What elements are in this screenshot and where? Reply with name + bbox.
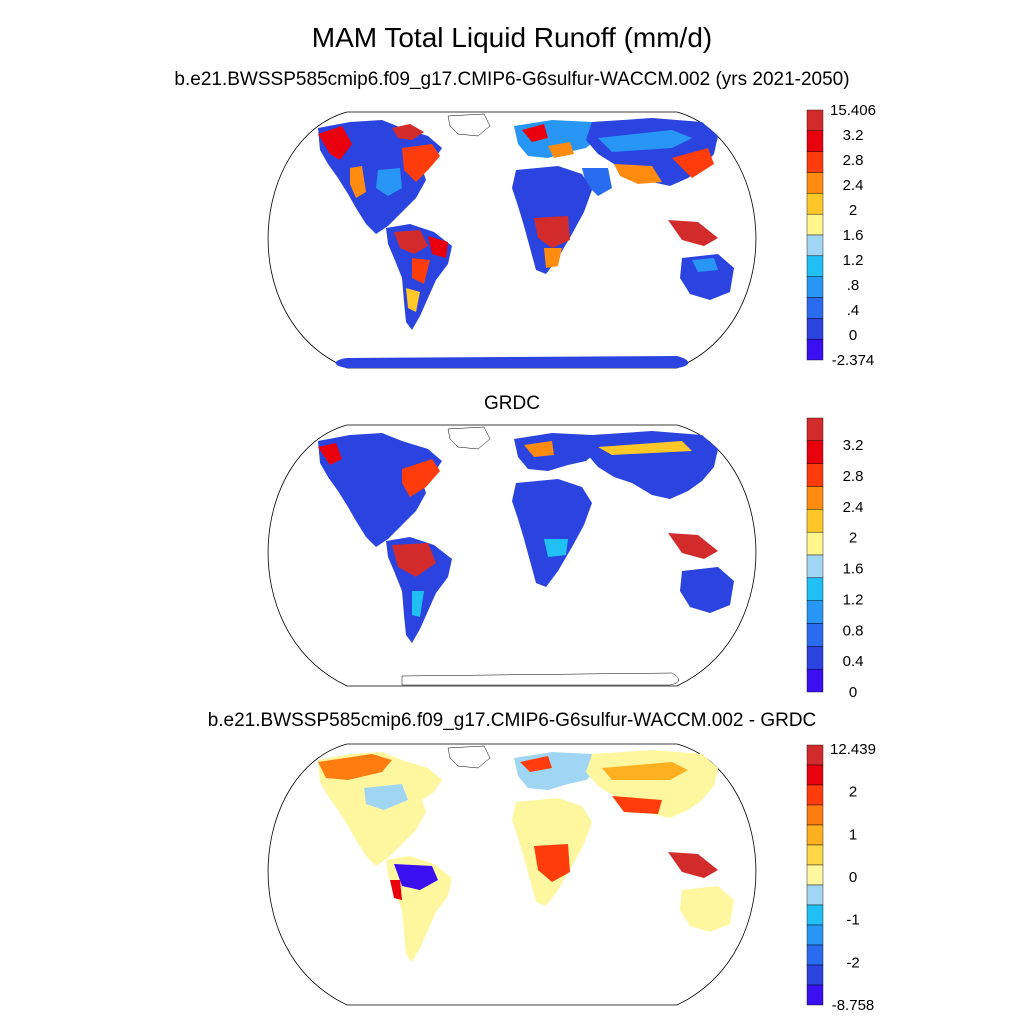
colorbar-2-label: 2	[849, 530, 857, 547]
colorbar-2-label: 3.2	[843, 437, 864, 454]
colorbar-2-swatch	[806, 668, 824, 693]
runoff-field	[318, 113, 734, 368]
colorbar-1-swatch	[806, 318, 824, 340]
panel-2-title: GRDC	[484, 393, 540, 414]
colorbar-2-swatch	[806, 486, 824, 510]
colorbar-1-label: .8	[847, 277, 860, 294]
panel-1-title: b.e21.BWSSP585cmip6.f09_g17.CMIP6-G6sulf…	[174, 69, 850, 90]
panel-3-title: b.e21.BWSSP585cmip6.f09_g17.CMIP6-G6sulf…	[207, 710, 817, 731]
colorbar-3-swatch	[806, 784, 824, 806]
colorbar-2-label: 0.8	[843, 622, 864, 639]
colorbar-2-swatch	[806, 554, 824, 579]
colorbar-3-swatch	[806, 884, 824, 906]
panel-2-map	[267, 424, 757, 687]
colorbar-3-swatch	[806, 744, 824, 766]
panel-1-map	[267, 111, 757, 369]
colorbar-3-label: 1	[849, 826, 857, 843]
colorbar-3-swatch	[806, 764, 824, 786]
colorbar-1-label: 15.406	[830, 102, 876, 119]
colorbar-2-swatch	[806, 600, 824, 624]
colorbar-1-label: -2.374	[832, 352, 875, 369]
colorbar-1-label: 0	[849, 327, 857, 344]
panel-3-map	[267, 743, 757, 1006]
colorbars: 15.406 3.2 2.8 2.4 2 1.6 1.2 .8 .4 0 -2.374 3.2 2.8 2…	[806, 102, 876, 1014]
colorbar-3-swatch	[806, 844, 824, 866]
colorbar-3-swatch	[806, 904, 824, 926]
colorbar-1-swatch	[806, 109, 824, 132]
colorbar-3-label: -2	[846, 954, 859, 971]
colorbar-2-label: 2.4	[843, 499, 864, 516]
colorbar-3-label: 0	[849, 869, 857, 886]
colorbar-1-swatch	[806, 213, 824, 236]
colorbar-1-swatch	[806, 193, 824, 215]
colorbar-2-swatch	[806, 417, 824, 442]
colorbar-1-swatch	[806, 255, 824, 277]
colorbar-1-swatch	[806, 297, 824, 319]
colorbar-1-label: 1.6	[843, 227, 864, 244]
colorbar-3-swatch	[806, 804, 824, 826]
colorbar-1-swatch	[806, 172, 824, 194]
colorbar-1-label: 3.2	[843, 127, 864, 144]
colorbar-1-label: 1.2	[843, 252, 864, 269]
colorbar-1-swatch	[806, 234, 824, 257]
colorbar-2-swatch	[806, 646, 824, 670]
colorbar-2-label: 0.4	[843, 653, 864, 670]
colorbar-2-swatch	[806, 623, 824, 647]
colorbar-1-swatch	[806, 151, 824, 173]
colorbar-2-swatch	[806, 509, 824, 533]
colorbar-3-swatch	[806, 864, 824, 886]
colorbar-1-label: 2.4	[843, 177, 864, 194]
colorbar-2-label: 1.2	[843, 591, 864, 608]
colorbar-3-swatch	[806, 924, 824, 946]
colorbar-3-swatch	[806, 824, 824, 846]
colorbar-2-label: 0	[849, 684, 857, 701]
colorbar-1-label: .4	[847, 302, 860, 319]
colorbar-2-swatch	[806, 531, 824, 556]
colorbar-2-swatch	[806, 440, 824, 464]
figure-title: MAM Total Liquid Runoff (mm/d)	[311, 22, 713, 53]
colorbar-2-label: 1.6	[843, 561, 864, 578]
colorbar-3-label: -1	[846, 912, 859, 929]
colorbar-2-swatch	[806, 577, 824, 601]
colorbar-3-swatch	[806, 944, 824, 966]
colorbar-1-label: 2.8	[843, 152, 864, 169]
runoff-field	[318, 426, 734, 686]
colorbar-3-label: 12.439	[830, 741, 876, 758]
colorbar-2-swatch	[806, 463, 824, 487]
colorbar-1-swatch	[806, 130, 824, 152]
colorbar-1-swatch	[806, 338, 824, 361]
colorbar-3-swatch	[806, 964, 824, 986]
colorbar-3-label: -8.758	[832, 997, 875, 1014]
colorbar-2-label: 2.8	[843, 468, 864, 485]
colorbar-3-swatch	[806, 984, 824, 1006]
colorbar-3-label: 2	[849, 784, 857, 801]
colorbar-1-label: 2	[849, 202, 857, 219]
difference-field	[318, 745, 734, 962]
colorbar-1-swatch	[806, 276, 824, 298]
